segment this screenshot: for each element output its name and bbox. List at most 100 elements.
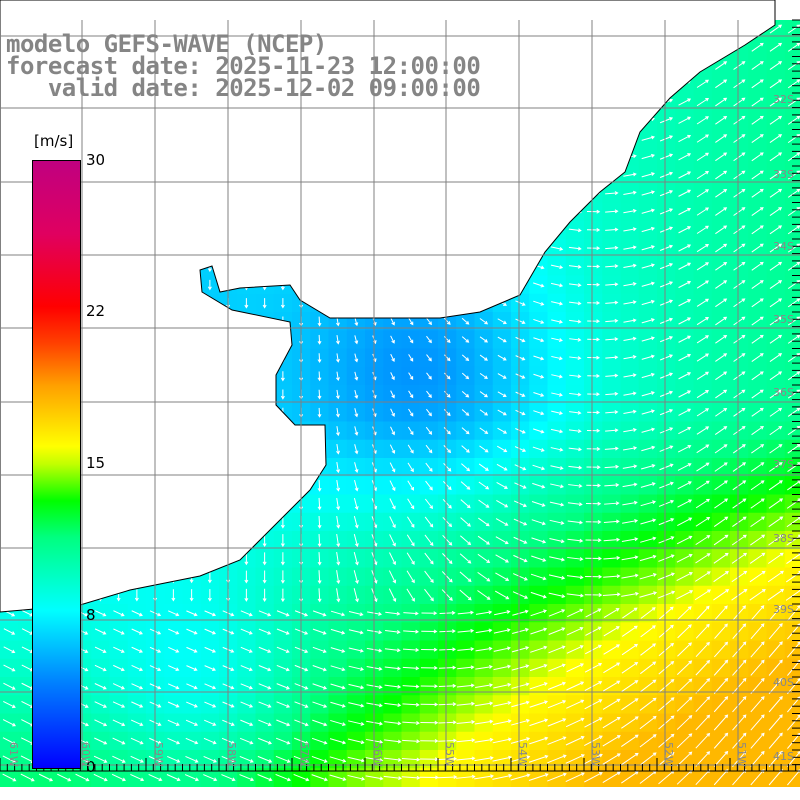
wind-arrow bbox=[567, 556, 584, 561]
wind-arrow bbox=[768, 552, 784, 564]
wind-arrow bbox=[659, 281, 674, 288]
wind-arrow bbox=[390, 390, 395, 399]
wind-arrow bbox=[258, 719, 272, 727]
wind-arrow bbox=[768, 659, 783, 676]
wind-arrow bbox=[207, 589, 212, 602]
wind-arrow bbox=[94, 628, 107, 635]
speed-cell bbox=[784, 658, 800, 678]
wind-arrow bbox=[262, 588, 267, 602]
wind-arrow bbox=[258, 646, 272, 653]
wind-arrow bbox=[659, 445, 674, 452]
speed-cell bbox=[784, 202, 800, 222]
wind-arrow bbox=[477, 535, 490, 545]
wind-arrow bbox=[3, 646, 16, 654]
wind-arrow bbox=[402, 648, 420, 652]
wind-arrow bbox=[713, 589, 730, 601]
wind-arrow bbox=[317, 371, 322, 382]
wind-arrow bbox=[585, 538, 602, 543]
wind-arrow bbox=[384, 721, 402, 726]
wind-arrow bbox=[769, 371, 783, 381]
wind-arrow bbox=[750, 480, 765, 491]
wind-arrow bbox=[694, 589, 711, 601]
wind-arrow bbox=[678, 226, 692, 234]
latitude-label: 34S bbox=[773, 240, 794, 253]
wind-arrow bbox=[715, 134, 728, 143]
speed-cell bbox=[784, 129, 800, 149]
wind-arrow bbox=[696, 116, 710, 125]
wind-arrow bbox=[676, 733, 693, 749]
wind-arrow bbox=[189, 589, 194, 602]
wind-arrow bbox=[494, 610, 511, 616]
wind-arrow bbox=[769, 152, 783, 162]
wind-arrow bbox=[585, 574, 603, 579]
wind-arrow bbox=[550, 264, 564, 270]
wind-arrow bbox=[168, 665, 180, 672]
wind-arrow bbox=[659, 409, 674, 416]
wind-arrow bbox=[204, 701, 217, 708]
wind-arrow bbox=[678, 262, 692, 270]
wind-arrow bbox=[456, 720, 476, 725]
wind-arrow bbox=[93, 755, 108, 763]
wind-arrow bbox=[569, 392, 582, 397]
wind-arrow bbox=[457, 665, 475, 670]
wind-arrow bbox=[547, 718, 567, 727]
wind-arrow bbox=[641, 208, 655, 214]
wind-arrow bbox=[621, 752, 639, 766]
wind-arrow bbox=[768, 480, 783, 491]
wind-arrow bbox=[732, 714, 747, 731]
wind-arrow bbox=[696, 462, 710, 472]
wind-arrow bbox=[439, 610, 456, 615]
wind-arrow bbox=[280, 516, 285, 529]
wind-arrow bbox=[715, 188, 728, 198]
speed-cell bbox=[784, 330, 800, 349]
wind-arrow bbox=[390, 426, 396, 436]
wind-arrow bbox=[714, 498, 729, 509]
wind-arrow bbox=[713, 732, 729, 749]
wind-arrow bbox=[112, 755, 126, 763]
wind-arrow bbox=[276, 628, 290, 635]
wind-arrow bbox=[769, 97, 783, 107]
wind-arrow bbox=[495, 554, 509, 563]
wind-arrow bbox=[659, 336, 674, 343]
wind-arrow bbox=[713, 750, 729, 767]
wind-arrow bbox=[659, 263, 674, 270]
wind-arrow bbox=[497, 354, 507, 361]
wind-arrow bbox=[733, 298, 746, 308]
wind-arrow bbox=[402, 684, 420, 689]
wind-arrow bbox=[474, 756, 494, 762]
wind-arrow bbox=[587, 246, 601, 251]
longitude-label: 54W bbox=[516, 742, 529, 767]
colorbar-tick: 30 bbox=[86, 151, 106, 169]
wind-arrow bbox=[603, 519, 620, 524]
wind-arrow bbox=[275, 737, 291, 745]
wind-arrow bbox=[426, 390, 432, 399]
wind-arrow bbox=[513, 536, 528, 544]
wind-arrow bbox=[732, 605, 747, 621]
wind-arrow bbox=[676, 571, 693, 582]
wind-arrow bbox=[696, 371, 709, 380]
wind-arrow bbox=[348, 702, 365, 708]
wind-arrow bbox=[461, 336, 470, 343]
wind-arrow bbox=[751, 261, 764, 271]
wind-arrow bbox=[586, 428, 601, 433]
wind-arrow bbox=[733, 280, 746, 289]
wind-arrow bbox=[586, 227, 601, 232]
wind-arrow bbox=[512, 609, 529, 616]
wind-arrow bbox=[276, 683, 290, 690]
wind-arrow bbox=[335, 353, 340, 363]
wind-arrow bbox=[623, 208, 637, 214]
wind-arrow bbox=[408, 335, 414, 344]
speed-cell bbox=[784, 220, 800, 240]
wind-arrow bbox=[768, 534, 784, 546]
wind-arrow bbox=[131, 683, 144, 690]
wind-arrow bbox=[3, 700, 16, 709]
wind-arrow bbox=[94, 719, 108, 727]
wind-arrow bbox=[733, 225, 746, 235]
wind-arrow bbox=[623, 300, 637, 305]
wind-arrow bbox=[515, 409, 526, 416]
wind-arrow bbox=[311, 755, 328, 763]
wind-arrow bbox=[733, 115, 746, 125]
wind-arrow bbox=[317, 534, 322, 548]
wind-arrow bbox=[317, 497, 322, 511]
wind-arrow bbox=[715, 243, 728, 253]
